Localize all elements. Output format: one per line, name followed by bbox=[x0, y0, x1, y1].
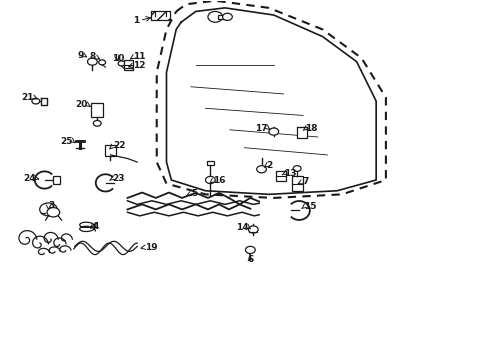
Circle shape bbox=[99, 60, 105, 65]
Text: 17: 17 bbox=[255, 123, 267, 132]
Bar bbox=[276, 171, 285, 181]
Text: 10: 10 bbox=[111, 54, 123, 63]
Text: 5: 5 bbox=[190, 189, 197, 198]
Bar bbox=[151, 11, 169, 21]
Bar bbox=[53, 176, 61, 184]
Text: 8: 8 bbox=[89, 53, 96, 62]
Circle shape bbox=[245, 246, 255, 253]
Circle shape bbox=[118, 61, 125, 66]
Circle shape bbox=[32, 98, 40, 104]
Text: 2: 2 bbox=[266, 161, 272, 170]
Text: 14: 14 bbox=[235, 223, 248, 232]
Circle shape bbox=[205, 176, 215, 184]
Circle shape bbox=[93, 121, 101, 126]
Circle shape bbox=[293, 166, 301, 171]
Bar bbox=[297, 127, 306, 138]
Bar bbox=[151, 11, 169, 21]
Text: 19: 19 bbox=[144, 243, 157, 252]
Bar bbox=[218, 15, 226, 19]
Text: 23: 23 bbox=[112, 175, 124, 184]
Text: 7: 7 bbox=[302, 177, 308, 186]
Bar bbox=[291, 176, 302, 191]
Text: 6: 6 bbox=[247, 255, 253, 264]
Text: 1: 1 bbox=[133, 16, 140, 25]
Bar bbox=[123, 59, 133, 69]
Circle shape bbox=[248, 226, 258, 233]
Text: 22: 22 bbox=[113, 141, 125, 150]
Bar bbox=[105, 145, 116, 156]
Circle shape bbox=[256, 166, 266, 173]
Text: 4: 4 bbox=[92, 222, 99, 231]
Text: 9: 9 bbox=[77, 51, 83, 60]
Text: 21: 21 bbox=[21, 93, 34, 102]
Text: 15: 15 bbox=[304, 202, 316, 211]
Circle shape bbox=[222, 13, 232, 21]
Text: 3: 3 bbox=[48, 201, 55, 210]
Circle shape bbox=[47, 208, 60, 217]
Bar bbox=[206, 161, 214, 165]
Text: 16: 16 bbox=[212, 176, 225, 185]
Text: 20: 20 bbox=[75, 100, 87, 109]
Bar bbox=[91, 103, 103, 117]
Circle shape bbox=[40, 203, 57, 216]
Text: 18: 18 bbox=[305, 124, 317, 133]
Circle shape bbox=[207, 12, 222, 22]
Text: 13: 13 bbox=[284, 169, 296, 178]
Text: 12: 12 bbox=[133, 61, 145, 70]
Text: 25: 25 bbox=[60, 137, 73, 146]
Circle shape bbox=[87, 58, 97, 65]
Circle shape bbox=[268, 128, 278, 135]
Text: 11: 11 bbox=[133, 53, 145, 62]
Text: 24: 24 bbox=[23, 174, 36, 183]
